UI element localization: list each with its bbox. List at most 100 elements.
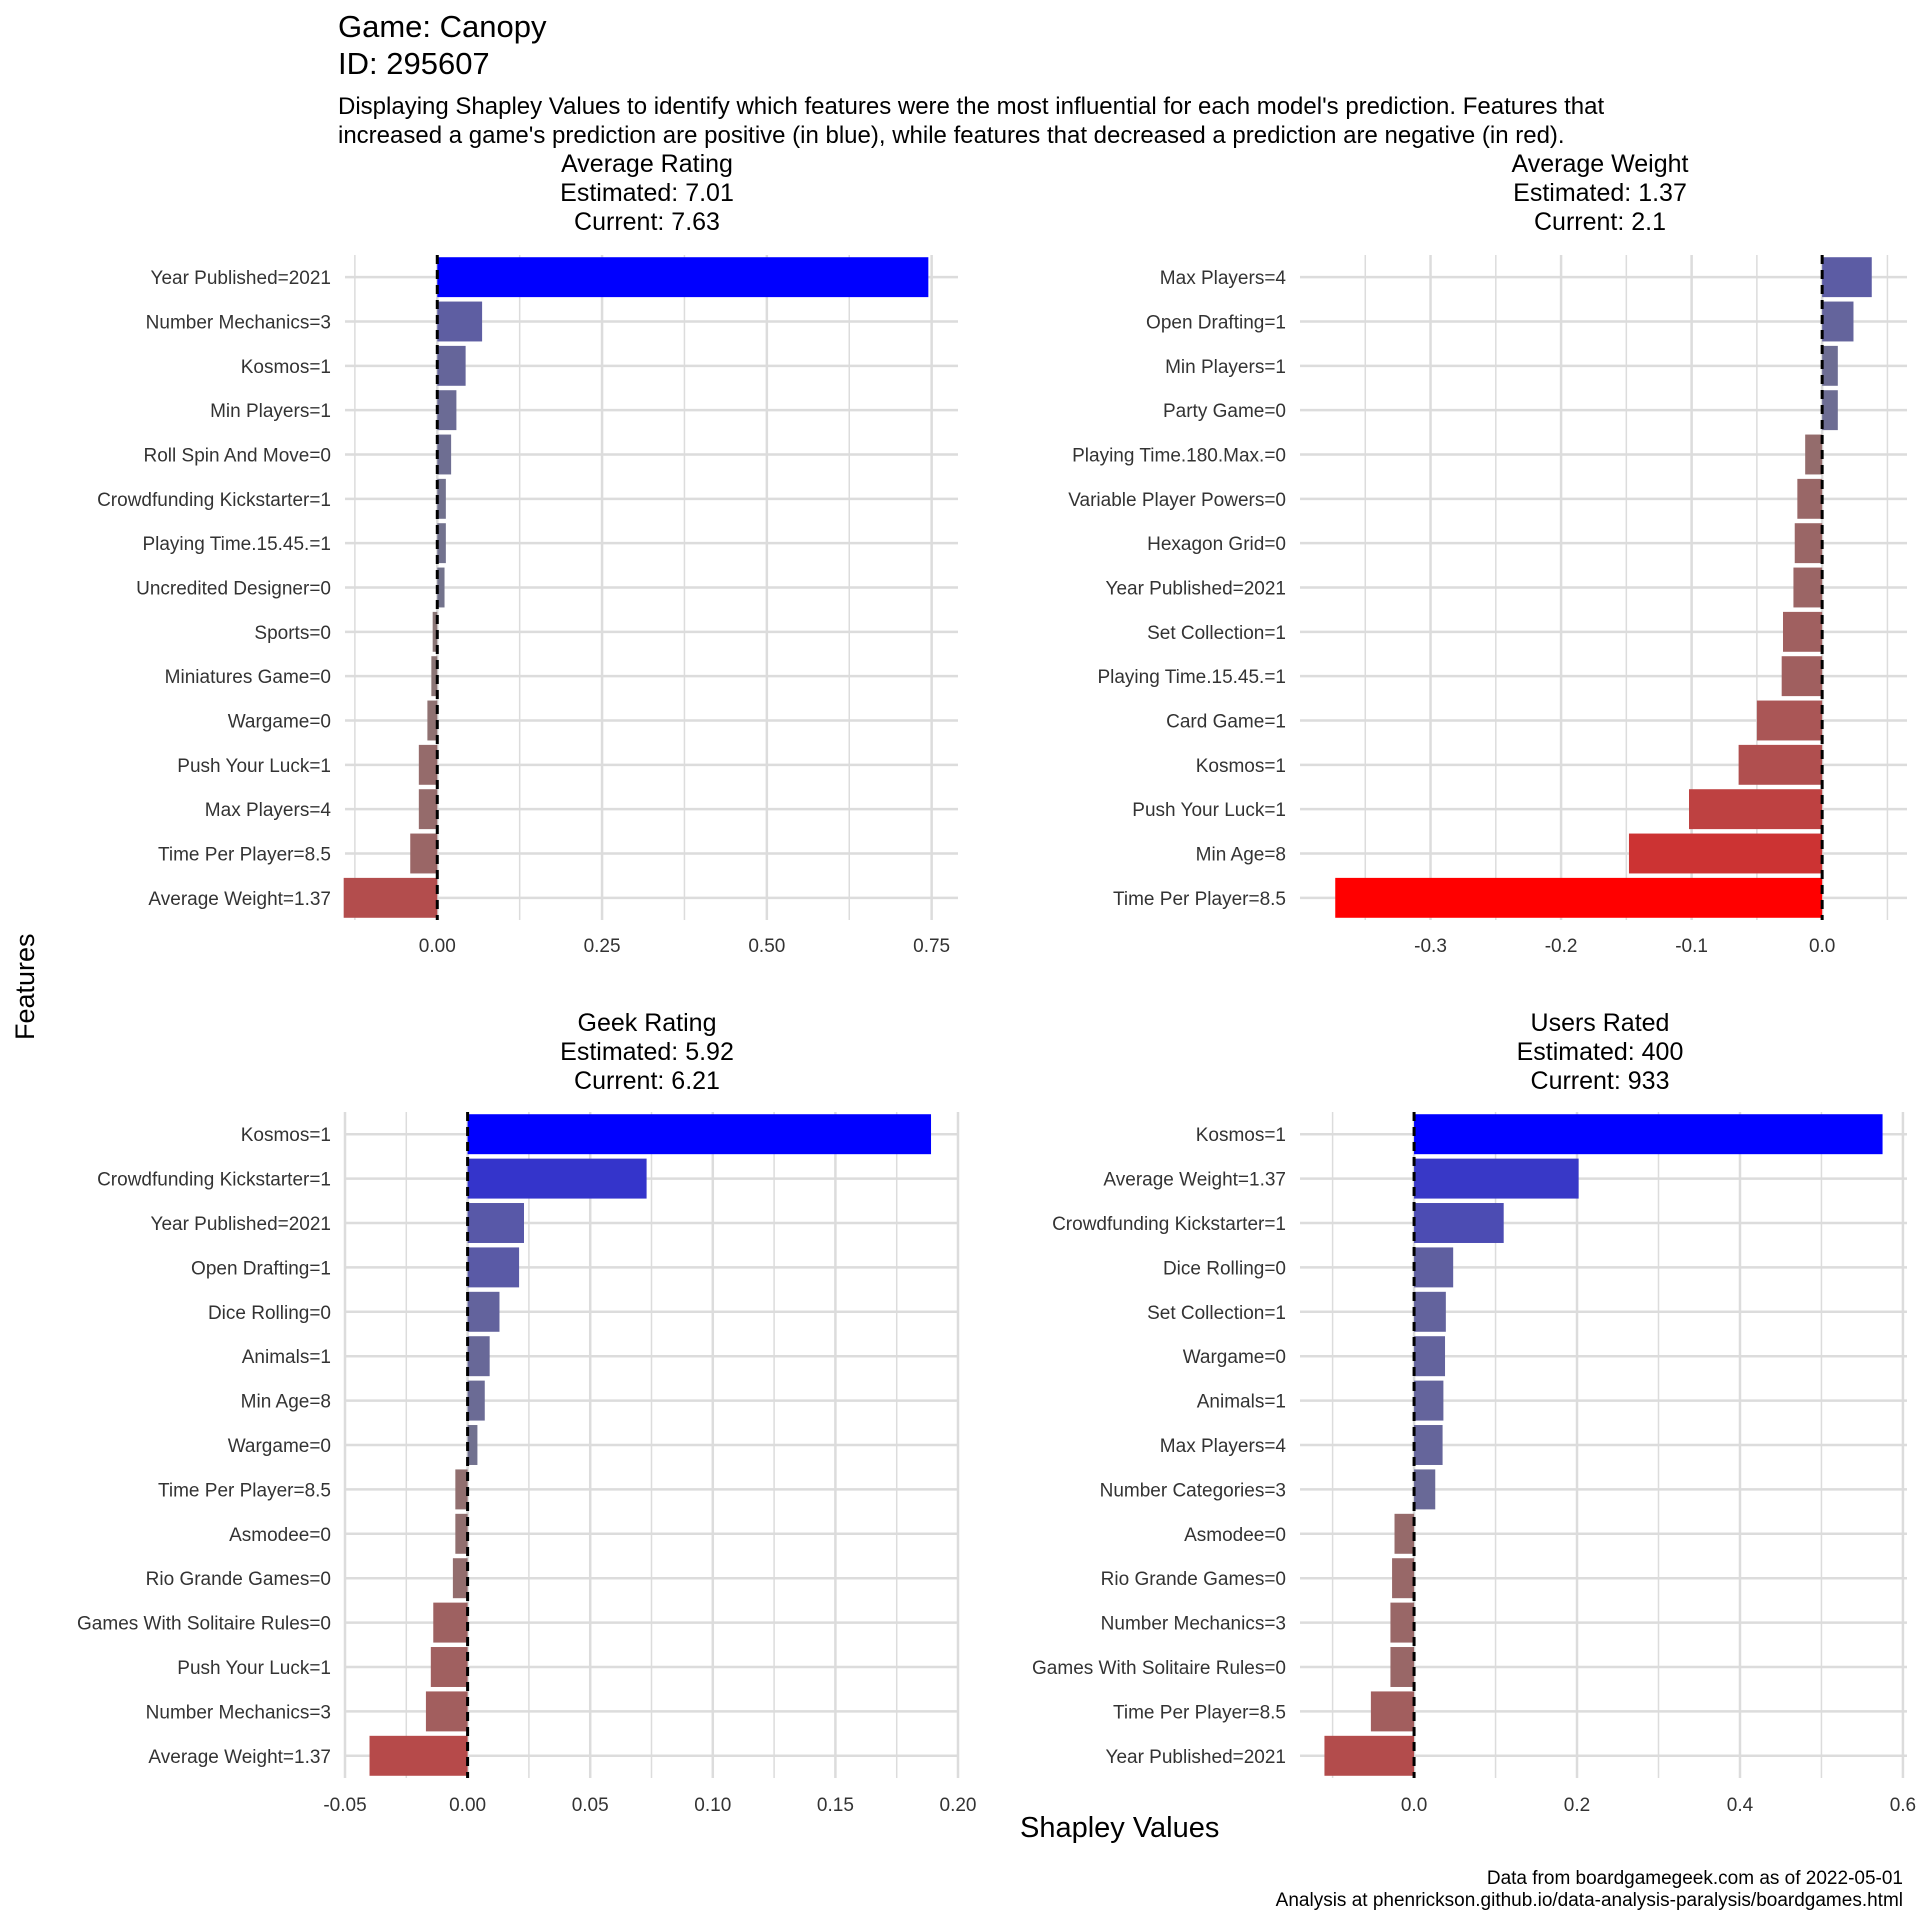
y-tick-label: Wargame=0 bbox=[228, 712, 331, 733]
panel-title-line: Current: 933 bbox=[1531, 1067, 1670, 1095]
bar bbox=[1822, 345, 1838, 386]
panel-title-line: Average Weight bbox=[1512, 150, 1689, 178]
bar bbox=[437, 567, 445, 608]
chart-subtitle: Displaying Shapley Values to identify wh… bbox=[338, 92, 1898, 150]
y-tick-label: Kosmos=1 bbox=[1196, 1125, 1286, 1146]
bar bbox=[452, 1558, 468, 1599]
y-tick-label: Games With Solitaire Rules=0 bbox=[77, 1614, 331, 1635]
x-tick-label: 0.0 bbox=[1401, 1795, 1427, 1816]
x-tick-label: 0.2 bbox=[1564, 1795, 1590, 1816]
y-tick-label: Max Players=4 bbox=[205, 800, 332, 821]
bar bbox=[1756, 700, 1823, 741]
bar bbox=[1414, 1247, 1454, 1288]
y-tick-label: Min Age=8 bbox=[1196, 845, 1286, 866]
x-tick-label: 0.00 bbox=[419, 936, 456, 957]
bar bbox=[1805, 434, 1823, 475]
x-tick-label: 0.10 bbox=[694, 1795, 731, 1816]
y-tick-label: Kosmos=1 bbox=[241, 357, 331, 378]
bar bbox=[1414, 1380, 1444, 1421]
bar bbox=[437, 478, 446, 519]
y-tick-label: Number Mechanics=3 bbox=[146, 1702, 331, 1723]
y-tick-label: Min Age=8 bbox=[241, 1392, 331, 1413]
y-tick-label: Set Collection=1 bbox=[1147, 623, 1286, 644]
y-tick-label: Average Weight=1.37 bbox=[1103, 1170, 1286, 1191]
bar bbox=[1781, 656, 1823, 697]
y-tick-label: Crowdfunding Kickstarter=1 bbox=[97, 1170, 331, 1191]
subtitle-line-2: increased a game's prediction are positi… bbox=[338, 122, 1565, 149]
bar bbox=[1822, 257, 1872, 298]
y-tick-label: Max Players=4 bbox=[1160, 268, 1287, 289]
bar bbox=[437, 257, 929, 298]
x-tick-label: 0.25 bbox=[584, 936, 621, 957]
bar bbox=[467, 1203, 524, 1243]
panel-title-line: Current: 7.63 bbox=[574, 208, 720, 236]
y-axis-label: Features bbox=[10, 933, 40, 1040]
bar bbox=[418, 789, 438, 830]
game-id: ID: 295607 bbox=[338, 46, 490, 81]
y-tick-label: Time Per Player=8.5 bbox=[1113, 1702, 1286, 1723]
bar bbox=[1794, 523, 1823, 564]
bar bbox=[1324, 1735, 1415, 1776]
y-tick-label: Party Game=0 bbox=[1163, 401, 1286, 422]
bar bbox=[410, 833, 438, 874]
caption-line-2: Analysis at phenrickson.github.io/data-a… bbox=[1275, 1890, 1903, 1911]
bar bbox=[1822, 301, 1854, 342]
y-tick-label: Time Per Player=8.5 bbox=[158, 1480, 331, 1501]
bar bbox=[437, 390, 457, 431]
bar bbox=[430, 1647, 468, 1687]
y-tick-label: Rio Grande Games=0 bbox=[1101, 1569, 1286, 1590]
y-tick-label: Variable Player Powers=0 bbox=[1068, 490, 1286, 511]
bar bbox=[1738, 744, 1823, 785]
x-tick-label: -0.1 bbox=[1675, 936, 1708, 957]
bar bbox=[433, 1602, 468, 1643]
x-tick-label: 0.20 bbox=[940, 1795, 977, 1816]
bar bbox=[467, 1380, 485, 1421]
x-tick-label: 0.75 bbox=[913, 936, 950, 957]
bar bbox=[467, 1425, 478, 1465]
y-tick-label: Time Per Player=8.5 bbox=[1113, 889, 1286, 910]
y-tick-label: Playing Time.180.Max.=0 bbox=[1072, 446, 1286, 467]
bar bbox=[1392, 1558, 1415, 1599]
bar bbox=[1370, 1691, 1415, 1732]
y-tick-label: Time Per Player=8.5 bbox=[158, 845, 331, 866]
y-tick-label: Number Mechanics=3 bbox=[146, 313, 331, 334]
y-tick-label: Open Drafting=1 bbox=[191, 1258, 331, 1279]
y-tick-label: Roll Spin And Move=0 bbox=[144, 446, 331, 467]
bar bbox=[1335, 877, 1823, 918]
y-tick-label: Sports=0 bbox=[254, 623, 331, 644]
x-axis-label: Shapley Values bbox=[1020, 1812, 1220, 1844]
y-tick-label: Animals=1 bbox=[1197, 1392, 1286, 1413]
x-tick-label: 0.50 bbox=[748, 936, 785, 957]
panel-title-line: Current: 6.21 bbox=[574, 1067, 720, 1095]
bar bbox=[1782, 611, 1823, 652]
y-tick-label: Push Your Luck=1 bbox=[177, 756, 331, 777]
bar bbox=[427, 700, 438, 741]
x-tick-label: -0.05 bbox=[323, 1795, 366, 1816]
bar bbox=[432, 611, 438, 652]
x-tick-label: -0.2 bbox=[1545, 936, 1578, 957]
bar bbox=[1394, 1513, 1415, 1554]
y-tick-label: Max Players=4 bbox=[1160, 1436, 1287, 1457]
y-tick-label: Number Categories=3 bbox=[1100, 1480, 1286, 1501]
bar bbox=[1793, 567, 1823, 608]
x-tick-label: 0.4 bbox=[1727, 1795, 1754, 1816]
y-tick-label: Year Published=2021 bbox=[1106, 579, 1286, 600]
y-tick-label: Dice Rolling=0 bbox=[208, 1303, 331, 1324]
bar bbox=[369, 1735, 468, 1776]
y-tick-label: Playing Time.15.45.=1 bbox=[1097, 667, 1286, 688]
y-tick-label: Asmodee=0 bbox=[229, 1525, 331, 1546]
bar bbox=[1414, 1469, 1436, 1510]
bar bbox=[467, 1158, 647, 1199]
x-tick-label: 0.6 bbox=[1890, 1795, 1916, 1816]
bar bbox=[467, 1247, 520, 1288]
y-tick-label: Hexagon Grid=0 bbox=[1147, 534, 1286, 555]
bar bbox=[1390, 1602, 1415, 1643]
y-tick-label: Uncredited Designer=0 bbox=[136, 579, 331, 600]
y-tick-label: Set Collection=1 bbox=[1147, 1303, 1286, 1324]
y-tick-label: Min Players=1 bbox=[1165, 357, 1286, 378]
y-tick-label: Dice Rolling=0 bbox=[1163, 1258, 1286, 1279]
